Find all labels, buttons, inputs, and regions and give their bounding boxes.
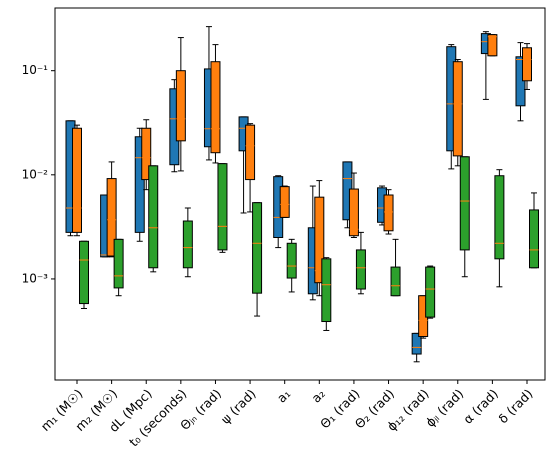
box — [459, 156, 470, 251]
box — [348, 188, 359, 237]
box — [72, 127, 82, 233]
box — [314, 196, 325, 284]
box — [321, 258, 332, 323]
x-tick-label: ϕⱼₗ (rad) — [423, 386, 467, 430]
plot-frame — [54, 7, 546, 381]
box — [113, 238, 124, 289]
box — [106, 178, 117, 257]
y-tick-label: 10⁻³ — [22, 271, 49, 285]
y-tick-label: 10⁻² — [22, 167, 49, 181]
box — [425, 266, 436, 318]
box — [134, 136, 145, 233]
box — [252, 202, 263, 294]
box — [79, 240, 89, 305]
box — [245, 124, 256, 181]
box — [175, 70, 186, 142]
x-tick-label: δ (rad) — [495, 386, 535, 426]
x-tick-label: a₁ — [274, 386, 294, 406]
box — [141, 127, 152, 181]
box — [390, 266, 401, 297]
box — [487, 34, 498, 57]
box — [217, 163, 228, 251]
x-tick-label: α (rad) — [460, 386, 501, 427]
y-tick-label: 10⁻¹ — [22, 63, 49, 77]
box — [286, 242, 297, 279]
box — [522, 47, 532, 82]
box — [182, 220, 193, 269]
box — [494, 175, 505, 260]
x-tick-label: ψ (rad) — [218, 386, 259, 427]
box — [383, 194, 394, 232]
box — [515, 56, 526, 107]
box — [355, 249, 366, 290]
box — [529, 209, 539, 269]
box — [210, 61, 221, 154]
box — [452, 61, 463, 157]
box — [279, 186, 290, 218]
x-tick-label: a₂ — [308, 386, 328, 406]
box — [148, 165, 159, 269]
box — [411, 332, 422, 355]
